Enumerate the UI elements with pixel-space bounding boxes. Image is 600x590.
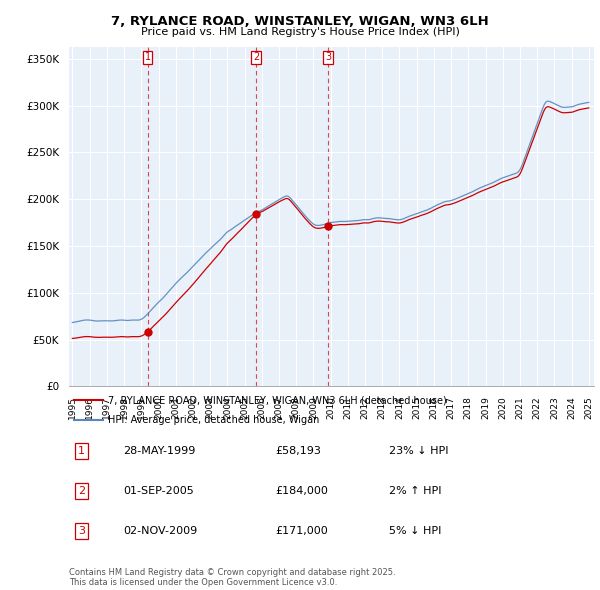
- Text: Contains HM Land Registry data © Crown copyright and database right 2025.
This d: Contains HM Land Registry data © Crown c…: [69, 568, 395, 587]
- Text: 7, RYLANCE ROAD, WINSTANLEY, WIGAN, WN3 6LH: 7, RYLANCE ROAD, WINSTANLEY, WIGAN, WN3 …: [111, 15, 489, 28]
- Text: 23% ↓ HPI: 23% ↓ HPI: [389, 446, 448, 456]
- Text: 3: 3: [325, 53, 331, 63]
- Text: 3: 3: [78, 526, 85, 536]
- Text: 2: 2: [253, 53, 259, 63]
- Text: 1: 1: [78, 446, 85, 456]
- Text: £58,193: £58,193: [275, 446, 322, 456]
- Text: 02-NOV-2009: 02-NOV-2009: [123, 526, 197, 536]
- Text: £171,000: £171,000: [275, 526, 328, 536]
- Text: Price paid vs. HM Land Registry's House Price Index (HPI): Price paid vs. HM Land Registry's House …: [140, 27, 460, 37]
- Text: 5% ↓ HPI: 5% ↓ HPI: [389, 526, 441, 536]
- Text: HPI: Average price, detached house, Wigan: HPI: Average price, detached house, Wiga…: [109, 415, 320, 425]
- Text: 2: 2: [78, 486, 85, 496]
- Text: 01-SEP-2005: 01-SEP-2005: [123, 486, 194, 496]
- Text: 7, RYLANCE ROAD, WINSTANLEY, WIGAN, WN3 6LH (detached house): 7, RYLANCE ROAD, WINSTANLEY, WIGAN, WN3 …: [109, 395, 447, 405]
- Text: £184,000: £184,000: [275, 486, 329, 496]
- Text: 2% ↑ HPI: 2% ↑ HPI: [389, 486, 442, 496]
- Text: 28-MAY-1999: 28-MAY-1999: [123, 446, 196, 456]
- Text: 1: 1: [145, 53, 151, 63]
